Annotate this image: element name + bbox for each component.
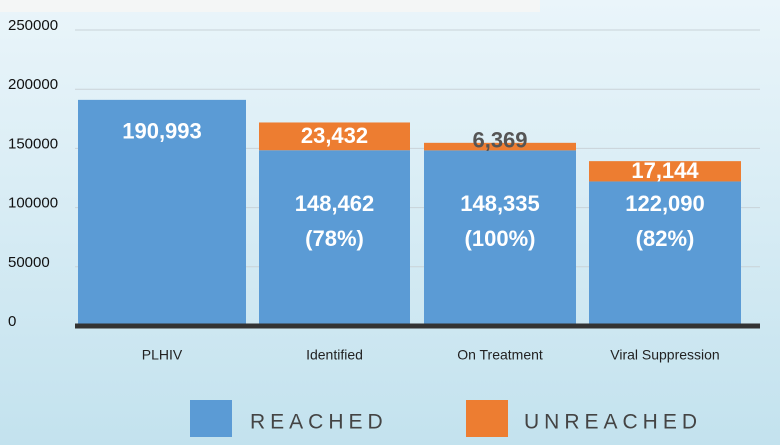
header-strip (0, 0, 540, 12)
x-tick-label: On Treatment (457, 347, 543, 363)
bar-segment (424, 150, 576, 326)
y-tick-label: 100000 (8, 195, 58, 212)
value-label: 23,432 (301, 123, 368, 148)
bar-segment (424, 142, 576, 151)
value-label: 122,090 (625, 191, 705, 216)
legend-label: REACHED (250, 411, 388, 434)
bar-segment (259, 122, 410, 151)
bar-segment (589, 181, 741, 326)
percent-label: (82%) (636, 226, 695, 251)
x-tick-label: Identified (306, 347, 363, 363)
bar-segment (259, 150, 410, 326)
value-label: 190,993 (122, 119, 202, 144)
value-label: 17,144 (631, 158, 699, 183)
y-tick-label: 0 (8, 313, 16, 330)
y-tick-label: 50000 (8, 254, 50, 271)
y-tick-label: 250000 (8, 17, 58, 34)
bar-segment (78, 99, 246, 326)
value-label: 148,335 (460, 191, 540, 216)
value-label: 148,462 (295, 191, 375, 216)
legend-swatch (190, 400, 232, 437)
percent-label: (78%) (305, 226, 364, 251)
x-tick-label: PLHIV (142, 347, 183, 363)
y-tick-label: 200000 (8, 76, 58, 93)
y-tick-label: 150000 (8, 135, 58, 152)
percent-label: (100%) (465, 226, 536, 251)
legend-label: UNREACHED (524, 411, 702, 434)
x-tick-label: Viral Suppression (610, 347, 719, 363)
bar-segment (589, 161, 741, 182)
legend-swatch (466, 400, 508, 437)
value-label: 6,369 (472, 128, 527, 153)
